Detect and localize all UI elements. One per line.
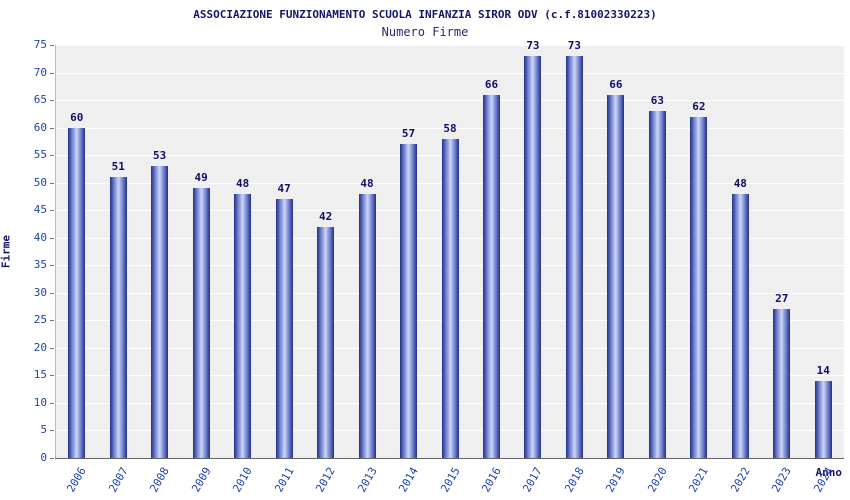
bar [731, 194, 749, 458]
plot-area: 60 51 53 49 48 47 42 48 57 58 66 73 73 66 63 62 48 27 14 [55, 39, 844, 458]
gridline [56, 100, 844, 102]
bar-value-label: 48 [360, 177, 374, 190]
bar-value-label: 53 [153, 149, 167, 162]
y-tick-label: 45 [33, 203, 47, 217]
bar [607, 95, 625, 458]
bar [441, 139, 459, 458]
bar [192, 188, 210, 458]
bar-value-label: 48 [236, 177, 250, 190]
bar [275, 199, 293, 458]
gridline [56, 45, 844, 46]
x-tick-label: 2011 [271, 465, 297, 495]
y-tick-label: 60 [33, 120, 47, 134]
bar [482, 95, 500, 458]
y-tick-mark [50, 155, 54, 157]
y-tick-mark [50, 45, 54, 46]
bar-value-label: 73 [567, 39, 582, 52]
y-tick-mark [50, 292, 54, 294]
x-tick-label: 2010 [230, 465, 255, 495]
x-tick-label: 2023 [769, 465, 795, 495]
y-tick-label: 35 [33, 258, 47, 272]
x-tick-label: 2022 [728, 465, 753, 495]
bar [814, 381, 832, 458]
y-tick-label: 65 [33, 93, 47, 107]
x-tick-label: 2013 [354, 465, 380, 495]
y-tick-mark [50, 210, 54, 212]
y-tick-mark [50, 182, 54, 184]
bar-value-label: 73 [526, 39, 540, 52]
x-tick-label: 2014 [396, 465, 421, 495]
y-tick-label: 10 [33, 395, 47, 409]
y-tick-mark [50, 347, 54, 349]
bar-value-label: 42 [318, 210, 333, 223]
bar [565, 56, 583, 458]
y-tick-mark [50, 375, 54, 377]
bar-value-label: 27 [775, 292, 789, 305]
bar [109, 177, 127, 458]
x-tick-label: 2018 [562, 465, 587, 495]
x-tick-label: 2012 [313, 465, 338, 495]
chart-subtitle: Numero Firme [381, 25, 469, 39]
bar [773, 309, 791, 458]
bar [524, 56, 542, 458]
chart-title: ASSOCIAZIONE FUNZIONAMENTO SCUOLA INFANZ… [193, 8, 657, 21]
bar-value-label: 58 [443, 122, 457, 135]
y-tick-label: 25 [33, 313, 47, 327]
bar-value-label: 63 [650, 94, 664, 107]
bar-value-label: 47 [277, 182, 291, 195]
y-tick-label: 5 [40, 423, 47, 437]
bar [151, 166, 169, 458]
x-tick-label: 2007 [105, 465, 131, 495]
bar [234, 194, 252, 458]
bar-value-label: 60 [70, 111, 84, 124]
y-tick-mark [50, 320, 54, 322]
bar [400, 144, 418, 458]
x-tick-label: 2016 [479, 465, 504, 495]
bar-value-label: 48 [733, 177, 747, 190]
y-tick-label: 55 [33, 148, 47, 162]
x-tick-label: 2015 [437, 465, 463, 495]
x-axis-label: Anno [815, 466, 843, 479]
y-tick-label: 0 [40, 451, 47, 464]
y-tick-mark [50, 100, 54, 102]
bar [68, 128, 86, 458]
bar-value-label: 66 [609, 78, 623, 91]
gridline [56, 127, 844, 129]
bar [648, 111, 666, 458]
x-tick-label: 2021 [686, 465, 712, 495]
y-tick-mark [50, 402, 54, 404]
x-tick-label: 2017 [520, 465, 546, 495]
y-tick-mark [50, 72, 54, 74]
y-tick-mark [50, 237, 54, 239]
x-tick-label: 2009 [188, 465, 214, 495]
x-tick-label: 2020 [645, 465, 670, 495]
y-tick-label: 40 [33, 230, 47, 244]
bar-value-label: 14 [816, 364, 830, 377]
bar-value-label: 62 [692, 100, 706, 113]
bar [690, 117, 708, 458]
bar [358, 194, 376, 458]
y-tick-label: 50 [33, 175, 47, 189]
x-tick-label: 2008 [147, 465, 172, 495]
bar [317, 227, 335, 458]
y-tick-label: 30 [33, 285, 47, 299]
y-tick-label: 20 [33, 340, 47, 354]
bar-value-label: 57 [401, 127, 416, 140]
y-tick-label: 70 [33, 65, 47, 79]
x-axis-line [55, 458, 844, 459]
gridline [56, 72, 844, 74]
bar-value-label: 51 [111, 160, 125, 173]
y-tick-mark [50, 265, 54, 267]
x-tick-label: 2019 [603, 465, 629, 495]
y-tick-label: 15 [33, 368, 47, 382]
y-tick-mark [50, 127, 54, 129]
y-tick-label: 75 [33, 38, 47, 51]
x-tick-label: 2006 [64, 465, 90, 495]
y-tick-mark [50, 430, 54, 432]
y-tick-mark [50, 458, 54, 459]
bar-value-label: 49 [194, 171, 208, 184]
bar-value-label: 66 [484, 78, 499, 91]
